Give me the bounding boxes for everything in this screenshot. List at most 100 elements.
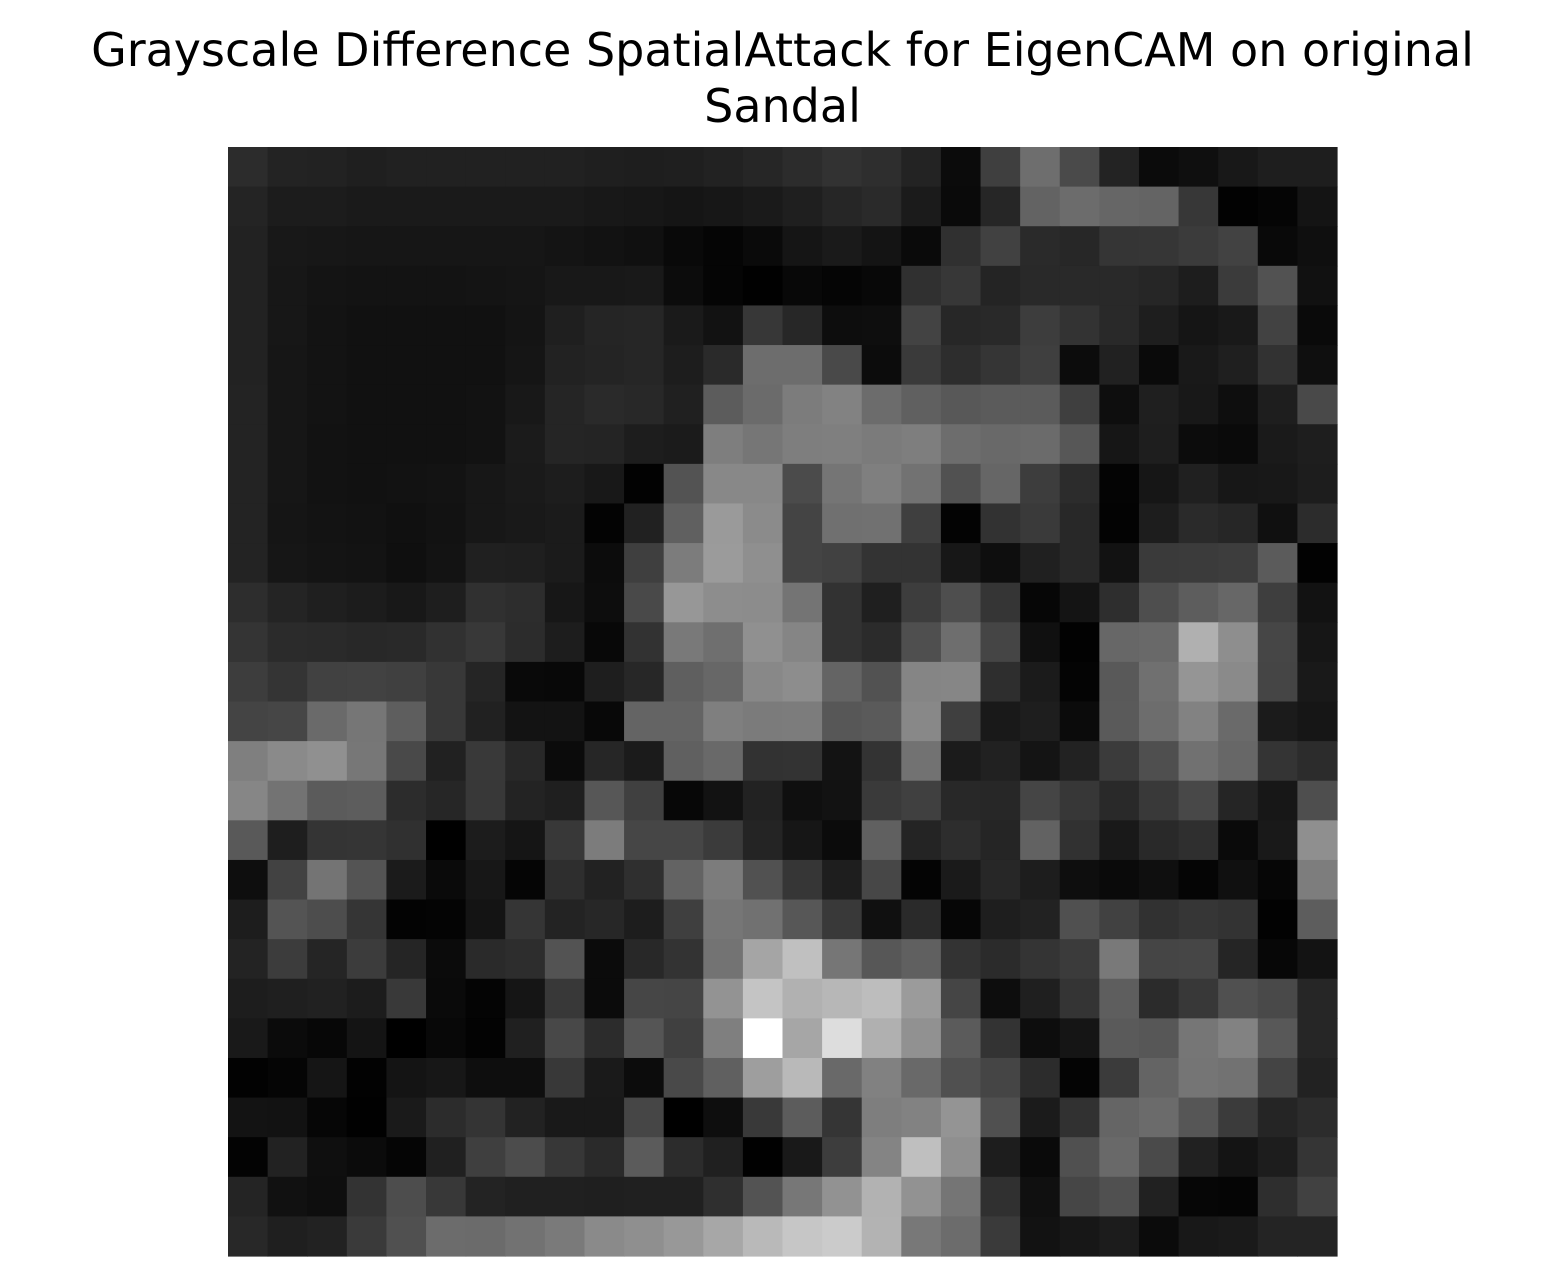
heatmap-cell [228, 859, 269, 901]
heatmap-cell [505, 1057, 546, 1099]
heatmap-cell [940, 503, 982, 544]
heatmap-cell [1178, 978, 1219, 1019]
heatmap-cell [386, 1057, 427, 1099]
heatmap-cell [782, 463, 823, 505]
heatmap-cell [782, 186, 823, 227]
heatmap-cell [307, 899, 348, 940]
heatmap-cell [346, 265, 388, 307]
heatmap-cell [1020, 939, 1061, 980]
heatmap-cell [1257, 1216, 1298, 1257]
heatmap-cell [1138, 186, 1180, 227]
heatmap-cell [1059, 1097, 1100, 1138]
heatmap-cell [1099, 859, 1140, 901]
heatmap-cell [1297, 1216, 1338, 1257]
heatmap-cell [980, 226, 1021, 267]
heatmap-cell [861, 226, 902, 267]
heatmap-cell [980, 939, 1021, 980]
heatmap-cell [624, 424, 665, 465]
heatmap-cell [1059, 265, 1100, 307]
heatmap-cell [901, 265, 942, 307]
heatmap-cell [940, 780, 982, 821]
heatmap-cell [624, 1057, 665, 1099]
heatmap-cell [426, 1176, 467, 1217]
heatmap-cell [1020, 1057, 1061, 1099]
heatmap-cell [346, 226, 388, 267]
heatmap-cell [1059, 543, 1100, 584]
heatmap-cell [505, 345, 546, 386]
heatmap-cell [782, 147, 823, 188]
heatmap-cell [822, 582, 863, 623]
heatmap-cell [1099, 463, 1140, 505]
heatmap-cell [901, 463, 942, 505]
heatmap-cell [1059, 186, 1100, 227]
heatmap-cell [465, 820, 506, 861]
heatmap-cell [465, 582, 506, 623]
heatmap-cell [1178, 147, 1219, 188]
heatmap-cell [465, 978, 506, 1019]
heatmap-cell [228, 226, 269, 267]
heatmap-cell [901, 939, 942, 980]
heatmap-cell [307, 226, 348, 267]
heatmap-cell [980, 424, 1021, 465]
heatmap-cell [1257, 1018, 1298, 1059]
heatmap-cell [386, 384, 427, 425]
heatmap-cell [505, 780, 546, 821]
heatmap-cell [267, 582, 308, 623]
heatmap-cell [1059, 503, 1100, 544]
heatmap-cell [228, 543, 269, 584]
heatmap-cell [1218, 1018, 1259, 1059]
heatmap-cell [663, 741, 704, 782]
heatmap-cell [861, 1137, 902, 1178]
heatmap-cell [544, 1018, 586, 1059]
heatmap-cell [1178, 384, 1219, 425]
heatmap-cell [584, 661, 625, 703]
heatmap-cell [1099, 1137, 1140, 1178]
heatmap-cell [1257, 1057, 1298, 1099]
heatmap-cell [1099, 384, 1140, 425]
heatmap-cell [1257, 463, 1298, 505]
heatmap-cell [1178, 622, 1219, 663]
heatmap-cell [505, 1216, 546, 1257]
heatmap-cell [940, 582, 982, 623]
heatmap-cell [782, 1097, 823, 1138]
heatmap-cell [1297, 147, 1338, 188]
heatmap-cell [624, 503, 665, 544]
heatmap-cell [861, 424, 902, 465]
chart-title: Grayscale Difference SpatialAttack for E… [0, 22, 1565, 134]
heatmap-cell [228, 780, 269, 821]
heatmap-cell [742, 147, 784, 188]
heatmap-cell [1297, 820, 1338, 861]
heatmap-cell [386, 345, 427, 386]
heatmap-cell [1257, 582, 1298, 623]
heatmap-cell [426, 741, 467, 782]
heatmap-cell [544, 582, 586, 623]
heatmap-cell [1218, 780, 1259, 821]
heatmap-cell [1138, 820, 1180, 861]
heatmap-cell [1138, 226, 1180, 267]
heatmap-cell [782, 305, 823, 346]
heatmap-cell [822, 622, 863, 663]
heatmap-cell [742, 1018, 784, 1059]
heatmap-cell [940, 1097, 982, 1138]
heatmap-cell [1099, 899, 1140, 940]
heatmap-cell [1020, 1216, 1061, 1257]
heatmap-cell [307, 661, 348, 703]
heatmap-cell [742, 622, 784, 663]
heatmap-cell [1020, 859, 1061, 901]
heatmap-cell [940, 820, 982, 861]
heatmap-cell [663, 345, 704, 386]
heatmap-cell [465, 384, 506, 425]
heatmap-cell [782, 543, 823, 584]
heatmap-cell [901, 899, 942, 940]
heatmap-cell [822, 741, 863, 782]
heatmap-cell [426, 622, 467, 663]
heatmap-cell [1020, 661, 1061, 703]
heatmap-cell [1257, 186, 1298, 227]
heatmap-cell [1020, 1018, 1061, 1059]
heatmap-cell [267, 820, 308, 861]
heatmap-cell [1099, 780, 1140, 821]
heatmap-cell [901, 780, 942, 821]
heatmap-cell [544, 463, 586, 505]
heatmap-cell [267, 1057, 308, 1099]
heatmap-cell [1178, 1057, 1219, 1099]
